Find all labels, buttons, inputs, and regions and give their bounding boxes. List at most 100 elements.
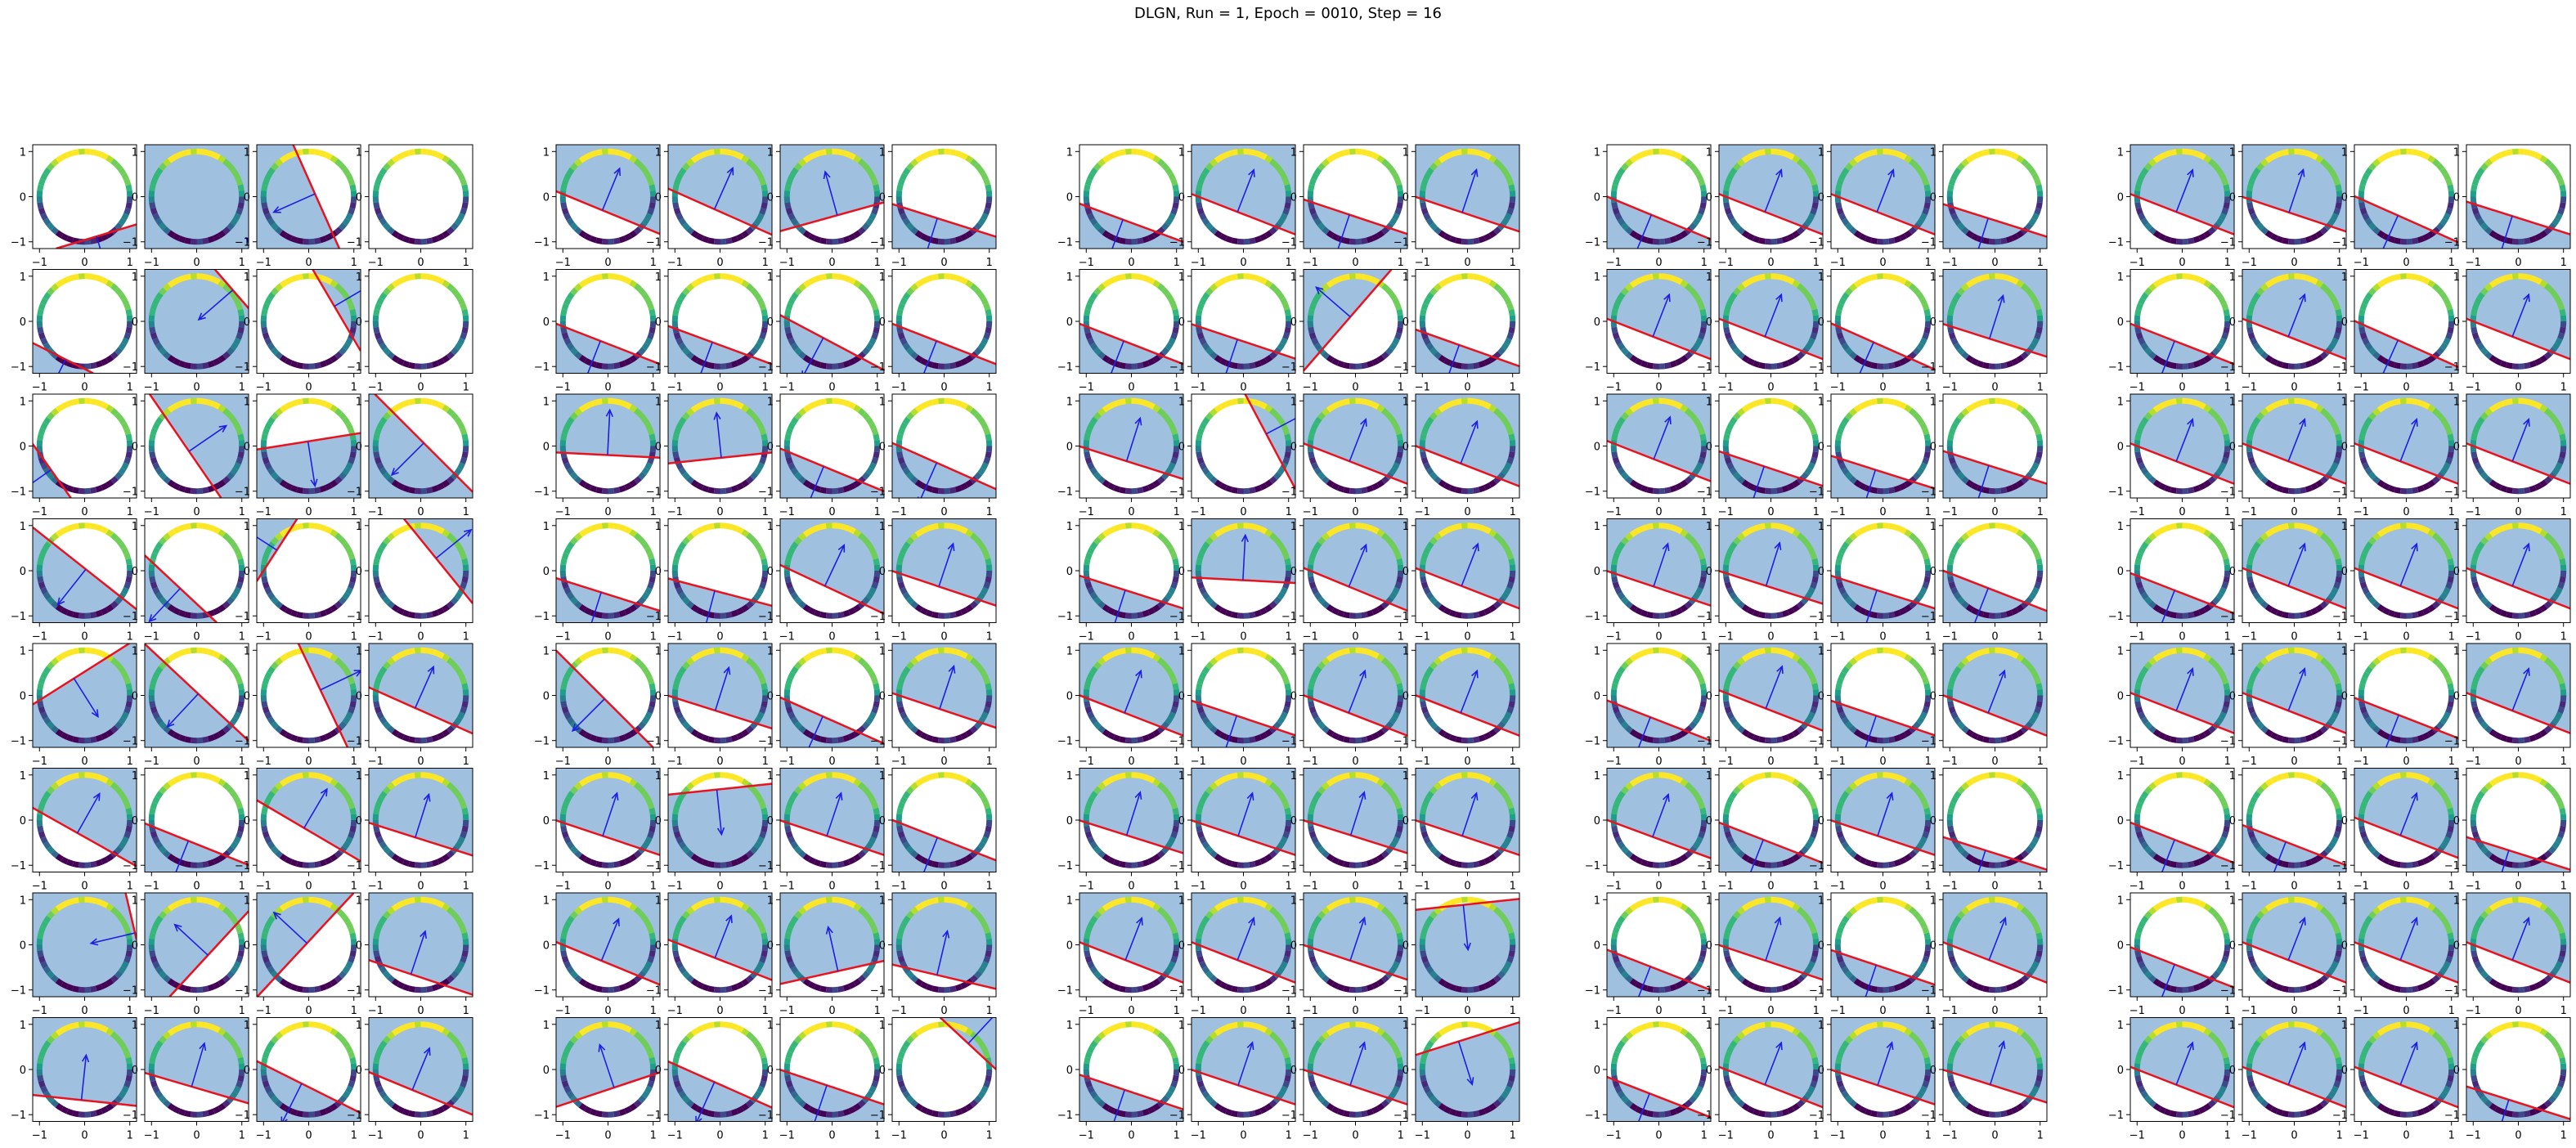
x-tick-label: 0 (828, 1130, 835, 1142)
circle-point (1268, 158, 1278, 167)
circle-point (673, 303, 681, 311)
y-tick-label: 0 (356, 940, 362, 953)
circle-point (561, 955, 569, 963)
x-tick-label: 0 (940, 257, 947, 269)
circle-point (865, 791, 874, 800)
circle-point (227, 845, 236, 854)
circle-point (290, 774, 298, 782)
circle-point (348, 552, 356, 560)
weight-vector-arrow (803, 337, 824, 374)
circle-point (1093, 222, 1102, 231)
circle-point (741, 903, 750, 912)
circle-point (1396, 184, 1403, 191)
circle-point (397, 357, 405, 366)
circle-point (66, 984, 74, 992)
circle-point (162, 975, 172, 984)
circle-point (155, 666, 164, 675)
weight-vector-arrowhead (723, 666, 731, 675)
circle-point (314, 897, 321, 904)
circle-point (900, 796, 908, 805)
circle-point (914, 729, 923, 738)
circle-point (442, 355, 451, 363)
circle-point (402, 524, 411, 532)
circle-point (736, 900, 744, 908)
circle-point (267, 217, 276, 226)
circle-point (648, 202, 656, 209)
circle-point (629, 155, 638, 164)
circle-point (55, 404, 64, 413)
circle-point (873, 184, 880, 191)
circle-point (590, 275, 598, 283)
circle-point (386, 850, 396, 859)
circle-point (207, 360, 215, 368)
circle-point (641, 217, 650, 226)
circle-point (707, 487, 715, 494)
circle-point (561, 706, 569, 714)
circle-point (871, 677, 879, 685)
circle-point (149, 701, 156, 708)
circle-point (678, 915, 687, 924)
circle-point (339, 222, 348, 231)
circle-point (46, 661, 55, 670)
circle-point (230, 541, 239, 550)
circle-point (1170, 332, 1178, 340)
circle-point (1254, 485, 1262, 493)
circle-point (95, 648, 103, 657)
x-tick-label: 0 (305, 257, 312, 269)
circle-point (977, 966, 986, 975)
circle-point (983, 955, 991, 963)
circle-point (981, 337, 989, 346)
decision-boundary (556, 819, 660, 856)
subplot-1-6-3: −1 0 1−101 (235, 768, 361, 893)
subplot-plot-area (1304, 269, 1404, 372)
circle-point (118, 342, 127, 351)
circle-point (931, 522, 939, 531)
x-tick-label: −1 (32, 1005, 47, 1017)
circle-point (149, 202, 156, 209)
circle-point (983, 207, 991, 215)
circle-point (167, 355, 176, 363)
circle-point (761, 825, 768, 833)
circle-point (1273, 287, 1282, 296)
circle-point (1504, 173, 1512, 181)
circle-point (788, 337, 796, 346)
circle-point (1337, 150, 1345, 158)
subplot-1-1-2: −1 0 1−101 (123, 144, 249, 269)
subplot-2-3-1: −1 0 1−101 (534, 393, 661, 518)
circle-point (569, 162, 578, 172)
circle-point (90, 897, 97, 904)
subplot-3-3-1: −1 0 1−101 (1057, 393, 1184, 518)
circle-point (873, 825, 880, 833)
circle-point (1277, 292, 1286, 301)
circle-point (802, 903, 811, 912)
circle-point (285, 607, 293, 616)
decision-boundary (939, 1017, 996, 1070)
circle-point (900, 462, 908, 470)
circle-point (756, 796, 765, 805)
circle-point (759, 1080, 767, 1088)
circle-point (569, 786, 578, 795)
circle-point (1119, 273, 1126, 281)
weight-vector-arrow (149, 588, 181, 622)
subplot-plot-area (145, 522, 245, 623)
circle-point (125, 950, 132, 957)
circle-point (561, 581, 569, 590)
weight-vector-arrowhead (713, 411, 721, 420)
circle-point (1331, 401, 1340, 410)
circle-point (101, 526, 109, 535)
circle-point (741, 355, 750, 363)
circle-point (150, 428, 158, 436)
circle-point (707, 1110, 715, 1118)
circle-point (673, 706, 681, 714)
circle-point (391, 1103, 400, 1111)
circle-point (613, 149, 621, 156)
circle-point (314, 1110, 321, 1118)
circle-point (1209, 351, 1218, 360)
circle-point (149, 807, 156, 815)
circle-point (678, 1040, 687, 1049)
circle-point (437, 482, 445, 491)
x-tick-label: −1 (144, 631, 159, 644)
circle-point (442, 479, 451, 488)
circle-point (673, 552, 681, 560)
circle-point (173, 651, 181, 659)
